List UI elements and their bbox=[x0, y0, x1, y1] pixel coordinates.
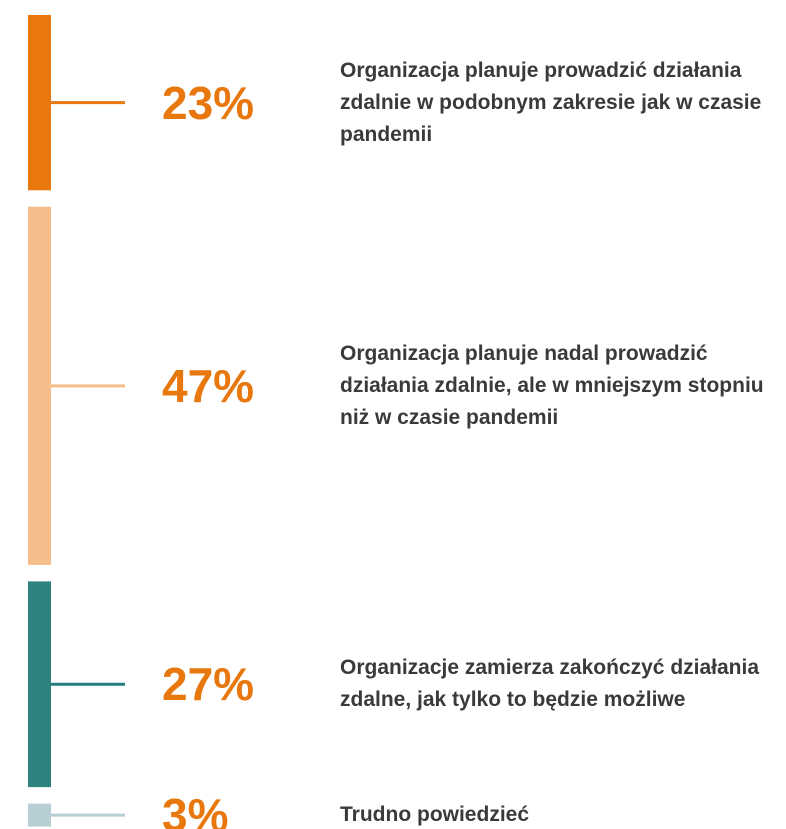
category-label: Organizacja planuje nadal prowadzić dzia… bbox=[340, 341, 764, 429]
value-label: 3% bbox=[162, 789, 229, 829]
category-label: Organizacje zamierza zakończyć działania… bbox=[340, 656, 760, 712]
bar-segment bbox=[28, 803, 51, 827]
bar-segment bbox=[28, 15, 51, 191]
bar-segment bbox=[28, 206, 51, 565]
value-label: 27% bbox=[162, 658, 255, 711]
value-label: 23% bbox=[162, 76, 255, 129]
category-label: Organizacja planuje prowadzić działania … bbox=[340, 58, 762, 146]
bar-segment bbox=[28, 581, 51, 788]
category-label: Trudno powiedzieć bbox=[340, 803, 530, 827]
value-label: 47% bbox=[162, 359, 255, 412]
